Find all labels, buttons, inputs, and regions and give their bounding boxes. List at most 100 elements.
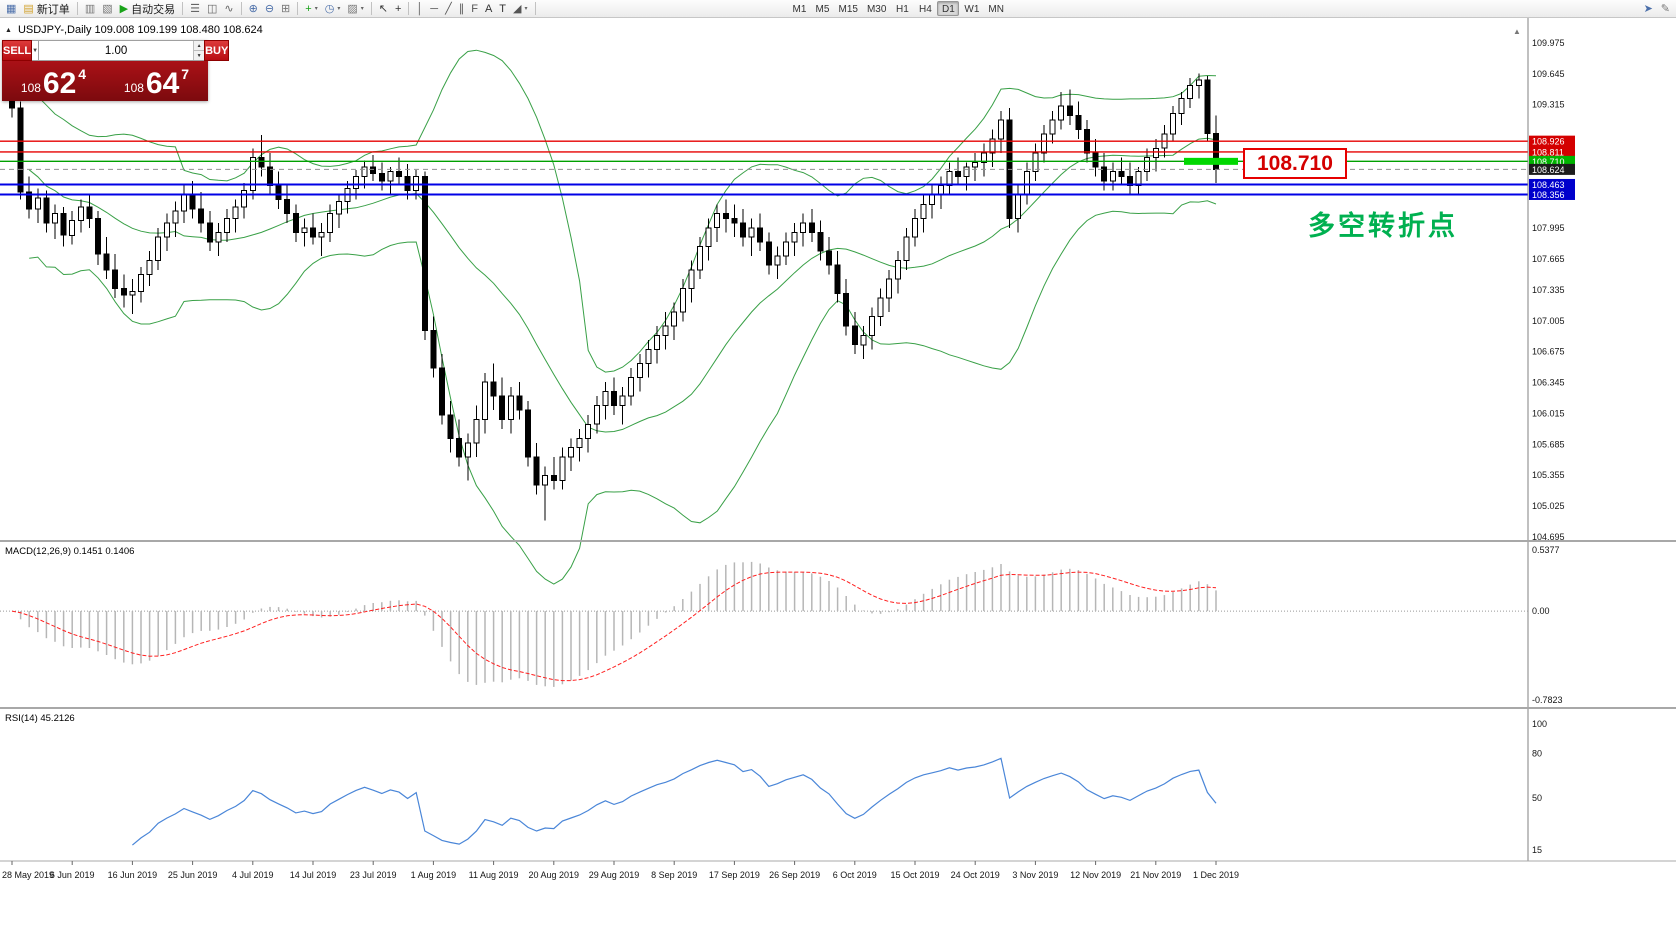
lot-dropdown-button[interactable]: ▼ [32, 40, 40, 61]
chart-window-icon[interactable]: ▦ [3, 1, 19, 17]
buy-price-pip: 7 [181, 66, 190, 82]
buy-price-handle: 108 [123, 81, 144, 95]
charts-cascade-icon-glyph: ▧ [102, 2, 113, 15]
svg-text:108.463: 108.463 [1532, 180, 1565, 190]
label-icon[interactable]: T [496, 1, 509, 17]
bar-chart-icon-glyph: ☰ [190, 2, 200, 15]
arrows-icon[interactable]: ◢ ▾ [510, 1, 530, 17]
timeframe-group: M1 M5 M15 M30 H1 H4 D1 W1 MN [789, 1, 1008, 16]
timeframe-button-m1[interactable]: M1 [792, 4, 807, 15]
channel-icon[interactable]: ∥ [456, 1, 468, 17]
chevron-down-icon: ▼ [32, 47, 39, 54]
text-icon-glyph: A [484, 2, 493, 15]
horizontal-line-icon[interactable]: ─ [427, 1, 441, 17]
buy-price-big: 64 [145, 67, 180, 101]
timeframe-button-m30[interactable]: M30 [866, 4, 887, 15]
timeframe-button-m5[interactable]: M5 [815, 4, 830, 15]
rsi-panel: 100 80 50 15 [132, 719, 1547, 855]
cursor-icon[interactable]: ↖ [376, 1, 391, 17]
new-order-button[interactable]: ▤ 新订单 [20, 1, 72, 17]
auto-trading-button[interactable]: ▶ 自动交易 [117, 1, 178, 17]
text-icon[interactable]: A [482, 1, 495, 17]
profiles-icon[interactable]: ▥ [82, 1, 98, 17]
svg-text:-0.7823: -0.7823 [1532, 695, 1563, 705]
new-order-button-glyph: ▤ [23, 2, 34, 15]
svg-text:80: 80 [1532, 749, 1542, 759]
buy-button[interactable]: BUY [204, 40, 230, 61]
svg-text:4 Jul 2019: 4 Jul 2019 [232, 870, 274, 880]
svg-text:107.995: 107.995 [1532, 223, 1565, 233]
chevron-down-icon: ▾ [314, 6, 318, 12]
lot-increase-button[interactable]: ▲ [194, 41, 205, 51]
svg-text:109.315: 109.315 [1532, 100, 1565, 110]
edit-cursor-icon[interactable]: ✎ [1660, 3, 1670, 15]
buy-price[interactable]: 108 64 7 [105, 61, 208, 101]
svg-text:109.645: 109.645 [1532, 69, 1565, 79]
svg-text:▲: ▲ [1513, 27, 1521, 36]
timeframe-button-d1[interactable]: D1 [937, 1, 960, 16]
fibonacci-icon-glyph: F [471, 2, 478, 15]
lot-size-input[interactable] [39, 41, 194, 60]
tile-windows-icon[interactable]: ⊞ [278, 1, 293, 17]
chart-annotation[interactable]: 多空转折点 [1308, 211, 1458, 241]
svg-text:14 Jul 2019: 14 Jul 2019 [290, 870, 337, 880]
templates-button-glyph: ▨ [347, 2, 358, 15]
lot-decrease-button[interactable]: ▼ [194, 51, 205, 60]
timeframe-button-m15[interactable]: M15 [838, 4, 858, 15]
crosshair-icon[interactable]: + [392, 1, 404, 17]
cursor-icon-glyph: ↖ [378, 2, 388, 15]
svg-text:17 Sep 2019: 17 Sep 2019 [709, 870, 760, 880]
svg-text:105.685: 105.685 [1532, 439, 1565, 449]
svg-text:3 Nov 2019: 3 Nov 2019 [1012, 870, 1058, 880]
timeframe-button-mn[interactable]: MN [988, 4, 1004, 15]
sell-button[interactable]: SELL [2, 40, 33, 61]
fibonacci-icon[interactable]: F [468, 1, 481, 17]
panel-separators[interactable] [0, 540, 1676, 862]
line-chart-icon[interactable]: ∿ [221, 1, 236, 17]
macd-panel: 0.5377 0.00 -0.7823 [0, 545, 1563, 705]
timeframe-button-h4[interactable]: H4 [919, 4, 932, 15]
candlestick-chart-icon[interactable]: ◫ [204, 1, 220, 17]
chart-forward-icon[interactable]: ➤ [1643, 3, 1653, 15]
trendline-icon[interactable]: ╱ [442, 1, 455, 17]
toolbar-separator [370, 2, 372, 15]
symbol-header: ▲ USDJPY-,Daily 109.008 109.199 108.480 … [5, 24, 263, 36]
price-level-callout[interactable]: 108.710 [1243, 148, 1347, 180]
svg-text:106.675: 106.675 [1532, 347, 1565, 357]
toolbar-right-buttons: ➤ ✎ [1641, 1, 1673, 17]
zoom-in-icon[interactable]: ⊕ [246, 1, 261, 17]
zoom-out-icon[interactable]: ⊖ [262, 1, 277, 17]
timeframe-button-w1[interactable]: W1 [964, 4, 980, 15]
toolbar-separator [76, 2, 78, 15]
price-axis[interactable]: 109.975 109.645 109.315 107.995 107.665 107.3… [1513, 18, 1575, 861]
symbol-header-text: USDJPY-,Daily 109.008 109.199 108.480 10… [17, 24, 263, 36]
collapse-triangle-icon[interactable]: ▲ [5, 26, 12, 34]
periods-button-glyph: ◷ [324, 2, 335, 15]
svg-text:6 Jun 2019: 6 Jun 2019 [50, 870, 95, 880]
svg-text:107.005: 107.005 [1532, 316, 1565, 326]
templates-button[interactable]: ▨ ▾ [344, 1, 366, 17]
chart-canvas[interactable]: MACD(12,26,9) 0.1451 0.1406 RSI(14) 45.2… [0, 18, 1676, 941]
toolbar-separator [408, 2, 410, 15]
charts-cascade-icon[interactable]: ▧ [99, 1, 115, 17]
svg-text:8 Sep 2019: 8 Sep 2019 [651, 870, 697, 880]
bar-chart-icon[interactable]: ☰ [187, 1, 203, 17]
chevron-down-icon: ▾ [337, 6, 341, 12]
macd-label: MACD(12,26,9) 0.1451 0.1406 [5, 546, 134, 557]
candlestick-chart-icon-glyph: ◫ [206, 2, 218, 15]
chevron-down-icon: ▾ [524, 6, 528, 12]
svg-text:108.356: 108.356 [1532, 190, 1565, 200]
timeframe-button-h1[interactable]: H1 [896, 4, 909, 15]
svg-text:107.335: 107.335 [1532, 285, 1565, 295]
line-chart-icon-glyph: ∿ [224, 2, 234, 15]
indicators-button[interactable]: + ▾ [302, 1, 320, 17]
periods-button[interactable]: ◷ ▾ [322, 1, 344, 17]
chart-window[interactable]: MACD(12,26,9) 0.1451 0.1406 RSI(14) 45.2… [0, 18, 1676, 941]
sell-price[interactable]: 108 62 4 [2, 61, 105, 101]
toolbar-separator [182, 2, 184, 15]
svg-text:108.926: 108.926 [1532, 137, 1565, 147]
svg-text:1 Dec 2019: 1 Dec 2019 [1193, 870, 1239, 880]
vertical-line-icon[interactable]: │ [413, 1, 426, 17]
svg-text:15 Oct 2019: 15 Oct 2019 [890, 870, 939, 880]
